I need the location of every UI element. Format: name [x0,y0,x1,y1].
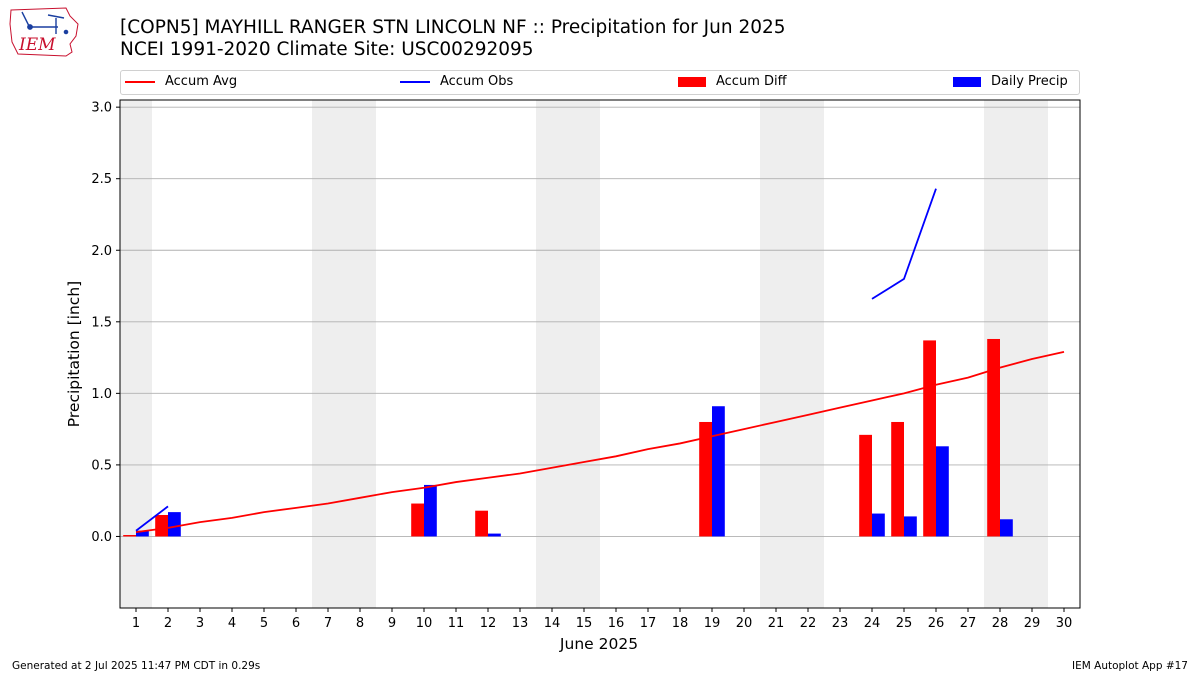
y-tick-label: 2.5 [91,172,112,187]
legend-label: Accum Diff [716,74,787,89]
logo-text: IEM [18,35,56,55]
weekend-shade [984,100,1048,608]
bar-daily-precip [168,512,181,537]
legend-label: Daily Precip [991,74,1068,89]
x-tick-label: 25 [896,616,913,631]
weekend-shade [536,100,600,608]
bar-accum-diff [475,510,488,537]
iem-logo: IEM [9,7,79,57]
legend-item-accum-avg: Accum Avg [125,74,237,89]
weekend-shade [760,100,824,608]
footer-app: IEM Autoplot App #17 [1072,660,1188,672]
bar-accum-diff [123,535,136,537]
x-tick-label: 30 [1056,616,1073,631]
line-accum-obs [135,505,169,532]
x-tick-label: 2 [164,616,172,631]
chart-title: [COPN5] MAYHILL RANGER STN LINCOLN NF ::… [120,17,786,38]
x-tick-label: 14 [544,616,561,631]
weekend-shade [312,100,376,608]
bar-accum-diff [923,340,936,537]
x-tick-label: 11 [448,616,465,631]
footer-generated: Generated at 2 Jul 2025 11:47 PM CDT in … [12,660,261,672]
x-tick-label: 29 [1024,616,1041,631]
x-tick-label: 17 [640,616,657,631]
bar-daily-precip [904,516,917,537]
bar-daily-precip [712,406,725,537]
y-tick-label: 1.0 [91,387,112,402]
x-tick-label: 27 [960,616,977,631]
x-axis-label: June 2025 [559,635,638,653]
x-tick-label: 23 [832,616,849,631]
x-tick-label: 21 [768,616,785,631]
line-accum-obs [871,188,937,300]
legend-swatch [678,76,706,87]
weather-instruments-icon [21,11,69,35]
bar-accum-diff [859,434,872,537]
y-tick-label: 0.0 [91,530,112,545]
bar-daily-precip [872,513,885,537]
chart-legend: Accum Avg Accum Obs Accum Diff Daily Pre… [120,70,1080,95]
bar-accum-diff [411,503,424,537]
x-tick-label: 20 [736,616,753,631]
y-tick-label: 1.5 [91,315,112,330]
x-tick-label: 26 [928,616,945,631]
x-tick-label: 7 [324,616,332,631]
y-tick-label: 0.5 [91,458,112,473]
x-tick-label: 15 [576,616,593,631]
legend-item-accum-diff: Accum Diff [678,74,787,89]
x-tick-label: 28 [992,616,1009,631]
x-tick-label: 18 [672,616,689,631]
legend-swatch [953,76,981,87]
legend-label: Accum Obs [440,74,514,89]
weekend-shade [120,100,152,608]
x-tick-label: 24 [864,616,881,631]
bar-accum-diff [891,421,904,537]
y-axis-label: Precipitation [inch] [65,281,83,427]
x-tick-label: 8 [356,616,364,631]
x-tick-label: 6 [292,616,300,631]
bar-daily-precip [1000,519,1013,537]
x-tick-label: 5 [260,616,268,631]
x-tick-label: 10 [416,616,433,631]
x-tick-label: 22 [800,616,817,631]
bar-daily-precip [136,530,149,537]
legend-label: Accum Avg [165,74,238,89]
line-accum-avg [135,350,1065,534]
x-tick-label: 3 [196,616,204,631]
legend-swatch [125,80,155,83]
y-tick-label: 3.0 [91,101,112,116]
x-tick-label: 4 [228,616,236,631]
x-tick-label: 16 [608,616,625,631]
bar-accum-diff [155,514,168,537]
legend-item-accum-obs: Accum Obs [400,74,513,89]
x-tick-label: 13 [512,616,529,631]
iowa-outline-icon [9,7,79,57]
x-tick-label: 19 [704,616,721,631]
legend-swatch [400,80,430,83]
bar-accum-diff [699,421,712,537]
x-tick-label: 12 [480,616,497,631]
y-tick-label: 2.0 [91,244,112,259]
bar-daily-precip [424,484,437,537]
bar-daily-precip [936,446,949,537]
legend-item-daily-precip: Daily Precip [953,74,1068,89]
x-tick-label: 1 [132,616,140,631]
chart-subtitle: NCEI 1991-2020 Climate Site: USC00292095 [120,39,534,60]
plot-frame [119,99,1081,609]
x-tick-label: 9 [388,616,396,631]
bar-accum-diff [987,338,1000,537]
bar-daily-precip [488,533,501,537]
